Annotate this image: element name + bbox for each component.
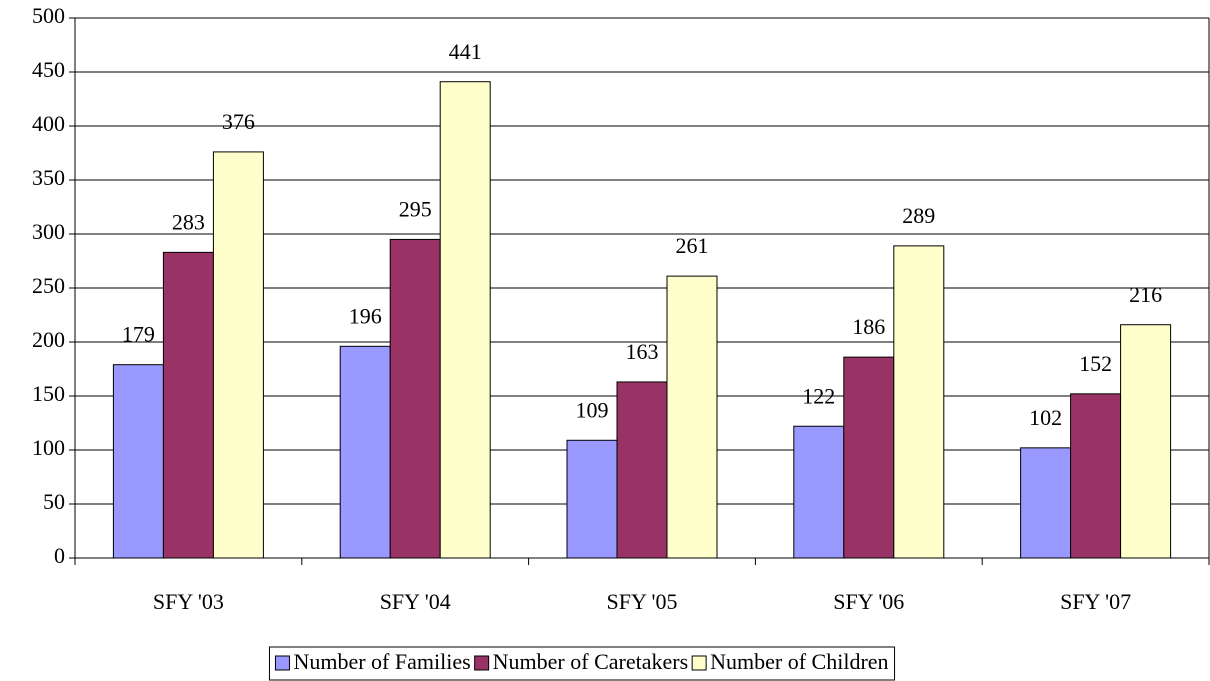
data-label: 163 [626,339,659,364]
bar [1070,393,1122,559]
bar [566,439,618,559]
y-tick-label: 50 [43,489,65,514]
legend-label: Number of Families [293,649,470,674]
bar [843,356,895,559]
bar [893,245,945,559]
bar [212,151,264,559]
y-tick-label: 0 [54,543,65,568]
data-label: 109 [576,397,609,422]
x-tick-label: SFY '06 [833,589,904,614]
data-label: 102 [1029,405,1062,430]
data-label: 376 [222,109,255,134]
bar [616,381,668,559]
data-label: 122 [802,383,835,408]
bar [439,81,491,559]
data-label: 295 [399,196,432,221]
y-tick-label: 200 [32,327,65,352]
x-tick-label: SFY '04 [380,589,451,614]
legend-label: Number of Caretakers [493,649,688,674]
data-label: 186 [852,314,885,339]
data-label: 152 [1079,351,1112,376]
y-tick-label: 500 [32,3,65,28]
bar [666,275,718,559]
x-tick-label: SFY '07 [1060,589,1131,614]
data-label: 196 [349,303,382,328]
y-tick-label: 250 [32,273,65,298]
legend-swatch [474,655,490,671]
legend-swatch [691,655,707,671]
data-label: 216 [1129,282,1162,307]
data-label: 179 [122,322,155,347]
y-tick-label: 350 [32,165,65,190]
y-tick-label: 100 [32,435,65,460]
legend-label: Number of Children [710,649,888,674]
data-label: 283 [172,209,205,234]
bar [793,425,845,559]
y-tick-label: 150 [32,381,65,406]
data-label: 441 [449,39,482,64]
x-tick-label: SFY '03 [153,589,224,614]
x-tick-label: SFY '05 [606,589,677,614]
bar [162,251,214,559]
y-tick-label: 300 [32,219,65,244]
bar [339,345,391,559]
data-label: 289 [902,203,935,228]
data-label: 261 [676,233,709,258]
bar [1020,447,1072,559]
legend-swatch [274,655,290,671]
legend-box [268,646,896,681]
y-tick-label: 450 [32,57,65,82]
y-tick-label: 400 [32,111,65,136]
bar [389,238,441,559]
bar [1120,324,1172,559]
bar [112,364,164,559]
